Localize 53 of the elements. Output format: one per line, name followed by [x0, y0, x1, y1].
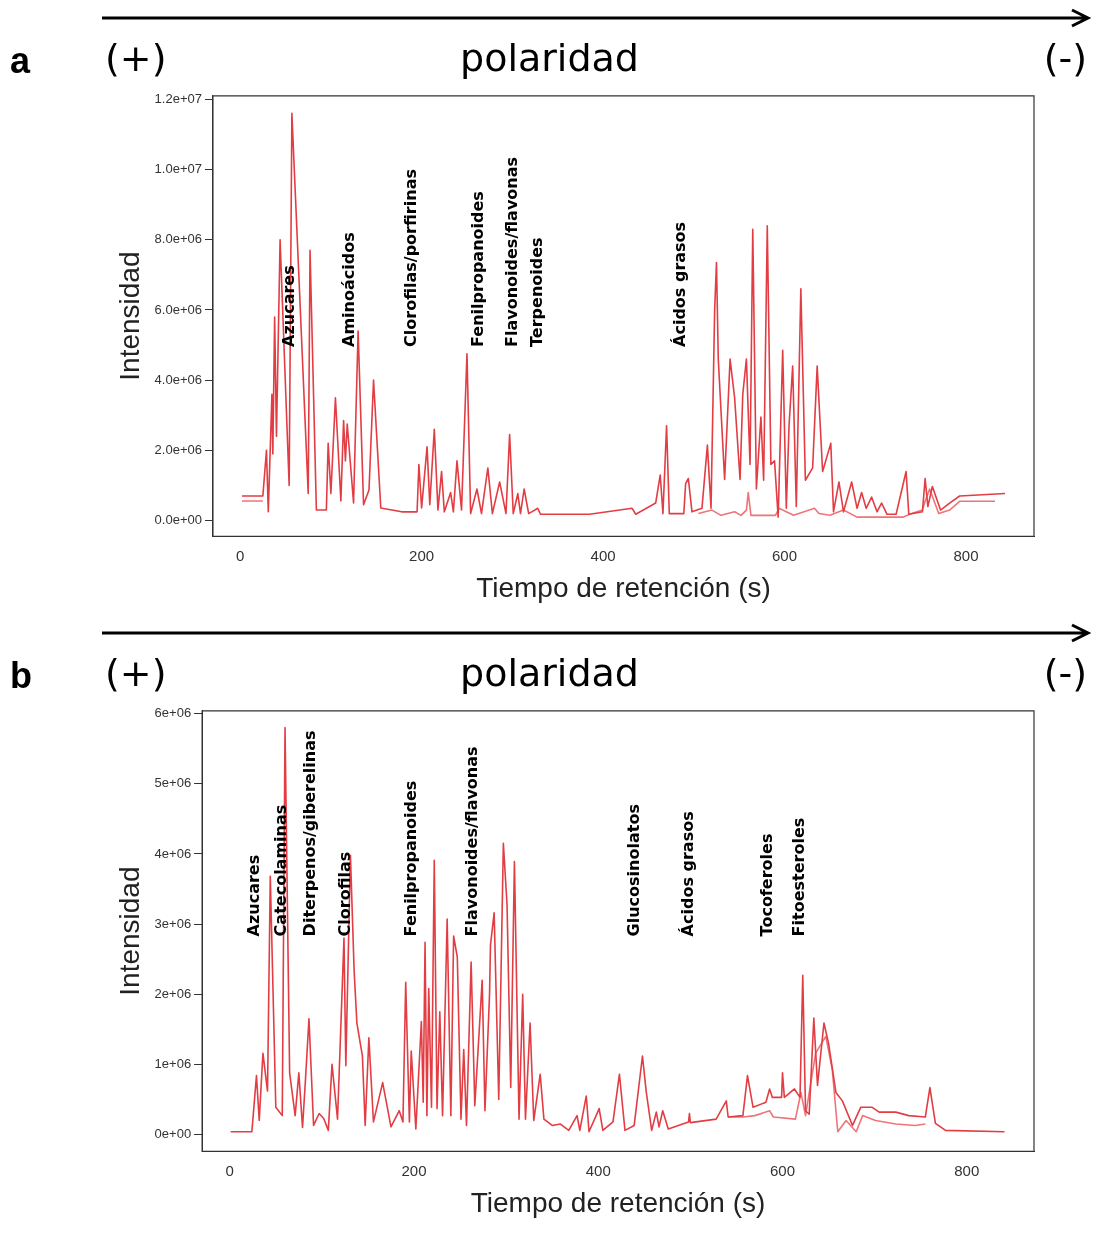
- y-tick-label: 8.0e+06: [154, 231, 202, 247]
- text: (+): [105, 36, 167, 80]
- chart-title: b: [10, 655, 32, 697]
- annotation: Diterpenos/giberelinas: [300, 730, 320, 937]
- y-tick-label: 0e+00: [154, 1126, 192, 1142]
- x-tick-label: 600: [769, 1161, 796, 1179]
- annotation: Ácidos grasos: [670, 221, 690, 347]
- annotation: Clorofilas/porfirinas: [400, 169, 420, 347]
- y-axis-title: Intensidad: [113, 866, 145, 996]
- y-tick-label: 5e+06: [154, 775, 192, 791]
- chart-title: a: [10, 40, 31, 82]
- annotation: Fenilpropanoides: [400, 780, 420, 937]
- x-tick-label: 400: [585, 1161, 611, 1179]
- annotation: Terpenoides: [527, 237, 547, 347]
- text: polaridad: [460, 651, 639, 695]
- text: (-): [1043, 36, 1087, 80]
- y-tick-label: 2e+06: [154, 985, 192, 1001]
- annotation: Flavonoides/flavonas: [462, 746, 482, 937]
- y-tick-label: 4e+06: [154, 845, 192, 861]
- annotation: Clorofilas: [335, 851, 355, 937]
- annotation: Catecolaminas: [271, 804, 291, 937]
- x-tick-label: 200: [401, 1161, 427, 1179]
- y-tick-label: 1.2e+07: [154, 90, 202, 106]
- x-tick-label: 600: [772, 546, 798, 564]
- text: (-): [1043, 651, 1087, 695]
- annotation: Glucosinolatos: [623, 804, 643, 937]
- y-tick-label: 1e+06: [154, 1055, 192, 1071]
- x-tick-label: 0: [236, 546, 245, 564]
- y-tick-label: 0.0e+00: [154, 512, 202, 528]
- x-axis-title: Tiempo de retención (s): [476, 571, 771, 603]
- y-axis-title: Intensidad: [113, 251, 145, 381]
- annotation: Flavonoides/flavonas: [501, 156, 521, 347]
- x-tick-label: 400: [590, 546, 616, 564]
- x-tick-label: 800: [954, 1161, 980, 1179]
- annotation: Fenilpropanoides: [468, 191, 488, 347]
- y-tick-label: 6.0e+06: [154, 301, 202, 317]
- annotation: Tocoferoles: [756, 833, 776, 937]
- annotation: Ácidos grasos: [677, 811, 697, 937]
- text: (+): [105, 651, 167, 695]
- y-tick-label: 4.0e+06: [154, 371, 202, 387]
- y-tick-label: 1.0e+07: [154, 161, 202, 177]
- y-tick-label: 6e+06: [154, 705, 192, 721]
- x-tick-label: 800: [953, 546, 979, 564]
- y-tick-label: 3e+06: [154, 915, 192, 931]
- annotation: Aminoácidos: [339, 232, 359, 347]
- text: polaridad: [460, 36, 639, 80]
- x-axis-title: Tiempo de retención (s): [470, 1186, 766, 1218]
- annotation: Fitoesteroles: [789, 817, 809, 937]
- x-tick-label: 200: [409, 546, 435, 564]
- annotation: Azucares: [279, 265, 299, 347]
- y-tick-label: 2.0e+06: [154, 441, 202, 457]
- annotation: Azucares: [243, 854, 263, 937]
- x-tick-label: 0: [225, 1161, 234, 1179]
